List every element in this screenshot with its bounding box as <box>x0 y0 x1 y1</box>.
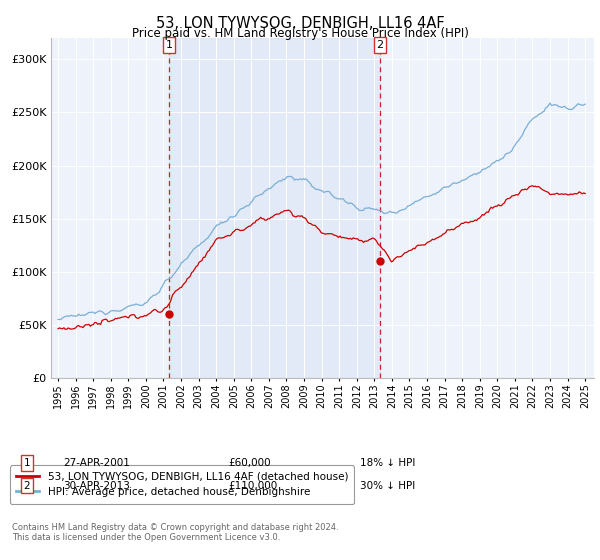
Text: 2: 2 <box>377 40 384 50</box>
Text: 53, LON TYWYSOG, DENBIGH, LL16 4AF: 53, LON TYWYSOG, DENBIGH, LL16 4AF <box>155 16 445 31</box>
Text: 2: 2 <box>23 480 31 491</box>
Text: 30-APR-2013: 30-APR-2013 <box>63 480 130 491</box>
Legend: 53, LON TYWYSOG, DENBIGH, LL16 4AF (detached house), HPI: Average price, detache: 53, LON TYWYSOG, DENBIGH, LL16 4AF (deta… <box>10 465 355 503</box>
Text: £60,000: £60,000 <box>228 458 271 468</box>
Text: 1: 1 <box>166 40 173 50</box>
Text: 1: 1 <box>23 458 31 468</box>
Text: 18% ↓ HPI: 18% ↓ HPI <box>360 458 415 468</box>
Text: Contains HM Land Registry data © Crown copyright and database right 2024.: Contains HM Land Registry data © Crown c… <box>12 523 338 532</box>
Text: £110,000: £110,000 <box>228 480 277 491</box>
Bar <box>169 38 380 378</box>
Text: 30% ↓ HPI: 30% ↓ HPI <box>360 480 415 491</box>
Text: This data is licensed under the Open Government Licence v3.0.: This data is licensed under the Open Gov… <box>12 533 280 542</box>
Text: 27-APR-2001: 27-APR-2001 <box>63 458 130 468</box>
Text: Price paid vs. HM Land Registry's House Price Index (HPI): Price paid vs. HM Land Registry's House … <box>131 27 469 40</box>
